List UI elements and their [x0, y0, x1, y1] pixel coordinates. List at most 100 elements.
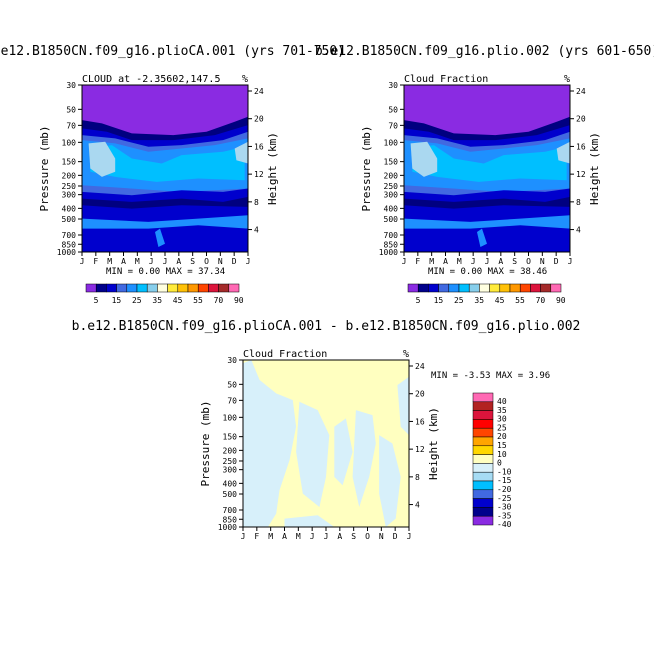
y2-tick-label: 4 [415, 501, 420, 510]
y-tick-label: 700 [62, 231, 77, 240]
colorbar-label: 25 [132, 296, 142, 305]
y-tick-label: 300 [384, 191, 399, 200]
colorbar-label: 70 [536, 296, 546, 305]
contour-band-light-right [556, 141, 570, 164]
x-tick-label: M [268, 532, 273, 541]
x-tick-label: D [554, 257, 559, 266]
colorbar-swatch [428, 283, 439, 293]
y-tick-label: 200 [223, 446, 238, 455]
contour-band-low [404, 215, 570, 229]
x-tick-label: J [149, 257, 154, 266]
diff-patch-center [296, 401, 330, 507]
y-tick-label: 30 [388, 81, 398, 90]
y-tick-label: 250 [62, 182, 77, 191]
y-tick-label: 100 [384, 138, 399, 147]
colorbar-label: 35 [152, 296, 162, 305]
x-tick-label: M [135, 257, 140, 266]
colorbar-label: -20 [497, 485, 512, 494]
colorbar-label: -15 [497, 476, 512, 485]
y-tick-label: 700 [384, 231, 399, 240]
y-tick-label: 150 [384, 158, 399, 167]
x-tick-label: M [107, 257, 112, 266]
y-tick-label: 100 [62, 138, 77, 147]
y-tick-label: 300 [62, 191, 77, 200]
y2-tick-label: 24 [254, 87, 264, 96]
contour-band-low [82, 215, 248, 229]
x-tick-label: J [324, 532, 329, 541]
contour-band-sky [412, 145, 567, 182]
chart-title: b.e12.B1850CN.f09_g16.plioCA.001 - b.e12… [72, 319, 581, 334]
y2-tick-label: 4 [576, 226, 581, 235]
colorbar-swatch [187, 283, 199, 293]
y-tick-label: 150 [62, 158, 77, 167]
y-tick-label: 250 [223, 457, 238, 466]
x-tick-label: A [121, 257, 126, 266]
y-axis-label: Pressure (mb) [38, 125, 51, 211]
contour-band-surface [404, 228, 570, 252]
colorbar-swatch [472, 489, 494, 499]
y-tick-label: 850 [384, 240, 399, 249]
colorbar-swatch [218, 283, 230, 293]
y-tick-label: 1000 [57, 248, 76, 257]
y2-tick-label: 20 [254, 115, 264, 124]
x-tick-label: J [80, 257, 85, 266]
colorbar-swatch [550, 283, 562, 293]
chart-subtitle: CLOUD at -2.35602,147.5 [82, 74, 220, 85]
y-tick-label: 70 [388, 121, 398, 130]
colorbar-label: 35 [474, 296, 484, 305]
colorbar-label: 15 [434, 296, 444, 305]
chart-subtitle: Cloud Fraction [404, 74, 488, 85]
colorbar-swatch [479, 283, 490, 293]
colorbar-label: 10 [497, 450, 507, 459]
chart-panel-3: b.e12.B1850CN.f09_g16.plioCA.001 - b.e12… [72, 319, 581, 541]
colorbar-swatch [472, 427, 494, 438]
y-tick-label: 50 [227, 380, 237, 389]
colorbar-swatch [85, 283, 97, 293]
colorbar-swatch [472, 401, 494, 411]
colorbar-swatch [472, 410, 494, 420]
colorbar-swatch [126, 283, 138, 293]
x-tick-label: N [379, 532, 384, 541]
x-tick-label: A [443, 257, 448, 266]
contour-band-surface [82, 228, 248, 252]
y2-tick-label: 16 [254, 142, 264, 151]
colorbar-swatch [472, 498, 494, 508]
colorbar-swatch [472, 507, 494, 517]
chart-subtitle: Cloud Fraction [243, 349, 327, 360]
y2-tick-label: 12 [254, 170, 264, 179]
x-tick-label: O [526, 257, 531, 266]
colorbar-swatch [407, 283, 419, 293]
chart-panel-1: b.e12.B1850CN.f09_g16.plioCA.001 (yrs 70… [0, 44, 345, 305]
y2-tick-label: 8 [415, 473, 420, 482]
colorbar-swatch [136, 283, 148, 293]
x-tick-label: S [351, 532, 356, 541]
y-tick-label: 300 [223, 466, 238, 475]
colorbar-swatch [472, 445, 494, 455]
colorbar-label: 5 [416, 296, 421, 305]
x-tick-label: N [218, 257, 223, 266]
contour-band-mid-navy [404, 196, 570, 209]
y-axis-label: Pressure (mb) [199, 400, 212, 486]
chart-title: b.e12.B1850CN.f09_g16.plioCA.001 (yrs 70… [0, 44, 345, 59]
colorbar-swatch [417, 283, 429, 293]
chart-panel-2: b.e12.B1850CN.f09_g16.plio.002 (yrs 601-… [315, 44, 654, 305]
y-tick-label: 250 [384, 182, 399, 191]
colorbar-swatch [468, 283, 480, 293]
y-tick-label: 200 [384, 171, 399, 180]
colorbar-swatch [540, 283, 552, 293]
colorbar-label: 0 [497, 459, 502, 468]
y2-tick-label: 12 [415, 445, 425, 454]
colorbar-label: 25 [454, 296, 464, 305]
colorbar-label: 90 [234, 296, 244, 305]
x-tick-label: J [485, 257, 490, 266]
chart-units: % [564, 74, 570, 85]
y-tick-label: 500 [223, 490, 238, 499]
x-tick-label: S [190, 257, 195, 266]
y2-axis-label: Height (km) [266, 132, 279, 205]
x-tick-label: F [254, 532, 259, 541]
y2-tick-label: 8 [254, 198, 259, 207]
diff-patch-bottom [284, 515, 335, 527]
x-tick-label: O [365, 532, 370, 541]
colorbar-swatch [530, 283, 541, 293]
